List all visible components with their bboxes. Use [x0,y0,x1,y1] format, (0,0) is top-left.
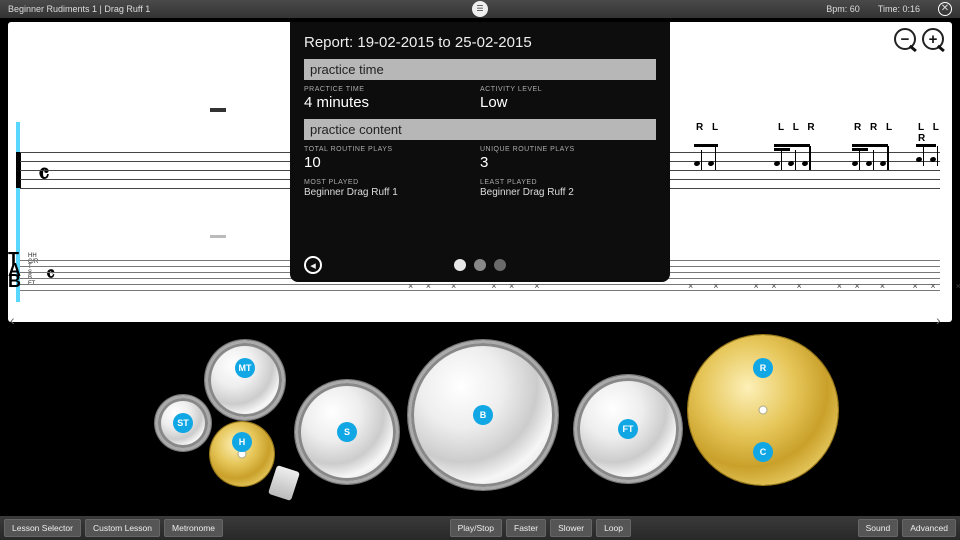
most-played-label: MOST PLAYED [304,179,480,186]
advanced-button[interactable]: Advanced [902,519,956,537]
cymbal-crash-label: C [753,442,773,462]
activity-level-value: Low [480,94,656,111]
zoom-in-button[interactable]: + [922,28,944,50]
section-practice-content: practice content [304,119,656,140]
dot-3[interactable] [494,259,506,271]
faster-button[interactable]: Faster [506,519,546,537]
sticking-group-3: R R L [854,122,895,133]
drum-bass-label: B [473,405,493,425]
page-next-button[interactable]: › [936,312,950,326]
section-practice-time: practice time [304,59,656,80]
drum-mt[interactable]: MT [205,340,285,420]
practice-time-label: PRACTICE TIME [304,86,480,93]
close-button[interactable]: ✕ [938,2,952,16]
page-dots[interactable] [454,259,506,271]
custom-lesson-button[interactable]: Custom Lesson [85,519,160,537]
bpm-label: Bpm: 60 [826,0,860,18]
bottom-bar: Lesson Selector Custom Lesson Metronome … [0,516,960,540]
drum-snare[interactable]: S [295,380,399,484]
note-cluster [694,146,722,170]
sound-button[interactable]: Sound [858,519,899,537]
loop-button[interactable]: Loop [596,519,631,537]
tab-marks: × × × × × × × × × × × [688,281,960,291]
cymbal-hihat-label: H [232,432,252,452]
drum-kit: ST MT H S B FT R C [0,330,960,510]
drum-mt-label: MT [235,358,255,378]
note-cluster [916,146,944,166]
note-cluster [852,146,895,170]
drum-floortom-label: FT [618,419,638,439]
drum-st-label: ST [173,413,193,433]
page-prev-button[interactable]: ‹ [10,312,24,326]
most-played-value: Beginner Drag Ruff 1 [304,187,480,198]
practice-time-value: 4 minutes [304,94,480,111]
sticking-group-2: L L R [778,122,818,133]
top-bar: Beginner Rudiments 1 | Drag Ruff 1 ☰ Bpm… [0,0,960,18]
total-plays-label: TOTAL ROUTINE PLAYS [304,146,480,153]
drum-floortom[interactable]: FT [574,375,682,483]
lesson-selector-button[interactable]: Lesson Selector [4,519,81,537]
drum-stick-icon [268,465,300,501]
app-logo-icon: ☰ [472,1,488,17]
cymbal-ride-label: R [753,358,773,378]
note-cluster [774,146,817,170]
slower-button[interactable]: Slower [550,519,592,537]
activity-level-label: ACTIVITY LEVEL [480,86,656,93]
dot-1[interactable] [454,259,466,271]
sticking-group-1: R L [696,122,721,133]
rest-mark [210,108,226,112]
unique-plays-value: 3 [480,154,656,171]
report-panel: Report: 19-02-2015 to 25-02-2015 practic… [290,22,670,282]
least-played-label: LEAST PLAYED [480,179,656,186]
least-played-value: Beginner Drag Ruff 2 [480,187,656,198]
unique-plays-label: UNIQUE ROUTINE PLAYS [480,146,656,153]
time-label: Time: 0:16 [878,0,920,18]
drum-st[interactable]: ST [155,395,211,451]
metronome-button[interactable]: Metronome [164,519,223,537]
cymbal-ride[interactable]: R C [688,335,838,485]
play-stop-button[interactable]: Play/Stop [450,519,502,537]
report-title: Report: 19-02-2015 to 25-02-2015 [304,34,656,51]
breadcrumb: Beginner Rudiments 1 | Drag Ruff 1 [8,0,150,18]
sticking-group-4: L L R [918,122,952,144]
drum-bass[interactable]: B [408,340,558,490]
zoom-out-button[interactable]: − [894,28,916,50]
tab-marks: × × × × × × [408,281,545,291]
cymbal-hihat[interactable]: H [210,422,274,486]
dot-2[interactable] [474,259,486,271]
report-back-button[interactable]: ◂ [304,256,322,274]
total-plays-value: 10 [304,154,480,171]
drum-snare-label: S [337,422,357,442]
rest-mark [210,235,226,238]
